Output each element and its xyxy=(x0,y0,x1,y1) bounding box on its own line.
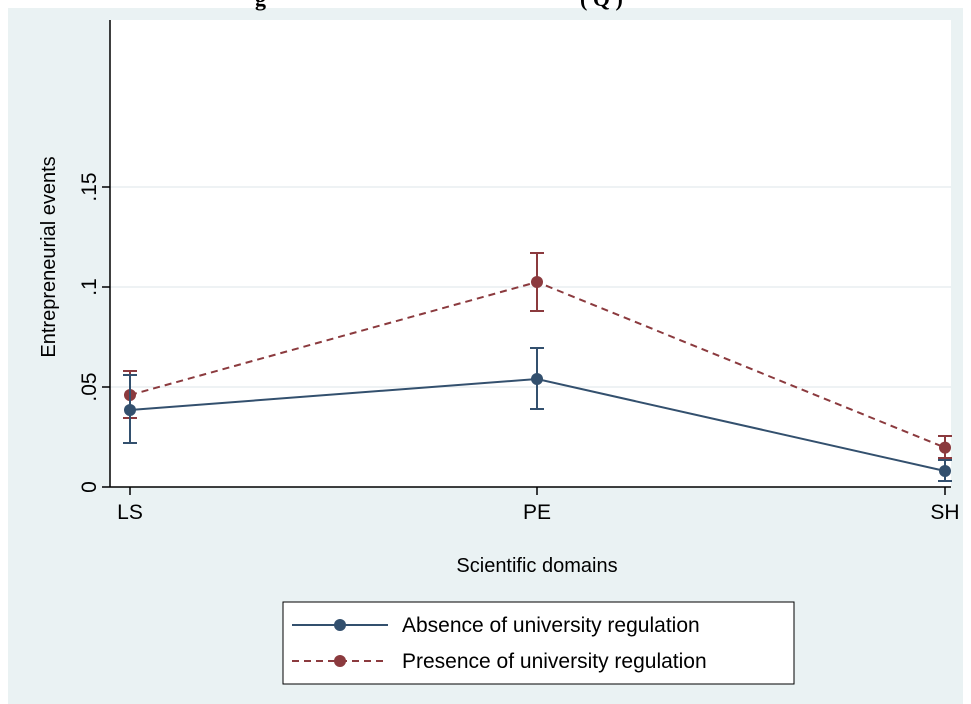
axes xyxy=(109,20,951,488)
data-point xyxy=(939,465,951,477)
legend-label: Absence of university regulation xyxy=(402,614,700,637)
legend-marker xyxy=(334,619,346,631)
data-point xyxy=(531,373,543,385)
y-tick-label: .1 xyxy=(78,278,101,296)
x-tick-label: PE xyxy=(523,501,551,524)
chart-title-suffix: ( Q ) xyxy=(580,0,623,11)
x-tick-label: LS xyxy=(117,501,143,524)
series-layer xyxy=(123,252,952,482)
data-point xyxy=(124,404,136,416)
x-axis-label: Scientific domains xyxy=(456,555,617,577)
data-point xyxy=(531,276,543,288)
x-tick-label: SH xyxy=(930,501,959,524)
data-point xyxy=(939,441,951,454)
legend-box xyxy=(282,601,795,685)
y-tick-label: .05 xyxy=(78,372,101,401)
series-absence xyxy=(123,347,952,482)
legend-label: Presence of university regulation xyxy=(402,650,707,673)
y-ticks: 0 .05 .1 .15 xyxy=(78,172,110,493)
x-ticks: LS PE SH xyxy=(117,487,960,524)
y-tick-label: .15 xyxy=(78,172,101,201)
legend: Absence of university regulation Presence… xyxy=(282,601,795,685)
chart-title: g xyxy=(255,0,266,11)
gridlines xyxy=(110,186,951,388)
y-axis-label: Entrepreneurial events xyxy=(38,156,60,357)
y-tick-label: 0 xyxy=(78,481,101,493)
legend-marker xyxy=(334,655,346,667)
